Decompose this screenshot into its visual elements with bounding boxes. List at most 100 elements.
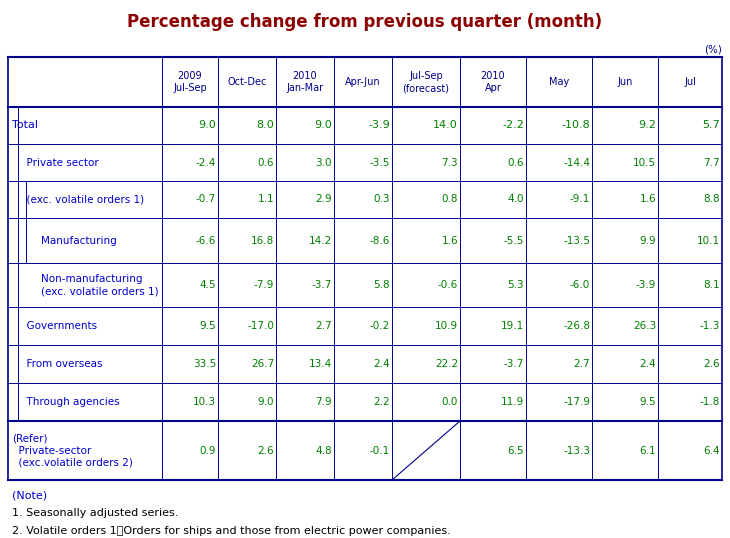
Text: Private sector: Private sector <box>20 158 99 167</box>
Text: -5.5: -5.5 <box>504 236 524 245</box>
Text: -2.2: -2.2 <box>502 121 524 131</box>
Text: Through agencies: Through agencies <box>20 397 120 407</box>
Text: 6.4: 6.4 <box>704 445 720 456</box>
Text: -0.1: -0.1 <box>370 445 390 456</box>
Text: 2.9: 2.9 <box>315 195 332 204</box>
Text: 8.0: 8.0 <box>256 121 274 131</box>
Text: 10.5: 10.5 <box>633 158 656 167</box>
Text: May: May <box>549 77 569 87</box>
Text: 33.5: 33.5 <box>193 359 216 369</box>
Text: 9.5: 9.5 <box>199 321 216 331</box>
Text: 26.7: 26.7 <box>250 359 274 369</box>
Text: -1.8: -1.8 <box>699 397 720 407</box>
Text: (exc. volatile orders 1): (exc. volatile orders 1) <box>20 195 144 204</box>
Text: 0.8: 0.8 <box>442 195 458 204</box>
Text: 7.3: 7.3 <box>442 158 458 167</box>
Text: 2.2: 2.2 <box>373 397 390 407</box>
Text: Jun: Jun <box>618 77 633 87</box>
Text: Non-manufacturing
    (exc. volatile orders 1): Non-manufacturing (exc. volatile orders … <box>28 274 158 296</box>
Text: 2.7: 2.7 <box>573 359 590 369</box>
Text: 5.8: 5.8 <box>373 280 390 290</box>
Text: From overseas: From overseas <box>20 359 102 369</box>
Text: 14.2: 14.2 <box>309 236 332 245</box>
Text: 0.9: 0.9 <box>199 445 216 456</box>
Text: (Note): (Note) <box>12 490 47 500</box>
Text: (%): (%) <box>704 45 722 55</box>
Text: 8.8: 8.8 <box>704 195 720 204</box>
Text: Manufacturing: Manufacturing <box>28 236 117 245</box>
Text: 9.0: 9.0 <box>258 397 274 407</box>
Text: 16.8: 16.8 <box>250 236 274 245</box>
Text: 9.0: 9.0 <box>199 121 216 131</box>
Text: -0.6: -0.6 <box>438 280 458 290</box>
Text: 1. Seasonally adjusted series.: 1. Seasonally adjusted series. <box>12 508 178 518</box>
Text: -6.6: -6.6 <box>196 236 216 245</box>
Text: -3.5: -3.5 <box>369 158 390 167</box>
Text: Jul-Sep
(forecast): Jul-Sep (forecast) <box>402 71 450 93</box>
Text: 7.9: 7.9 <box>315 397 332 407</box>
Text: 13.4: 13.4 <box>309 359 332 369</box>
Text: -17.0: -17.0 <box>247 321 274 331</box>
Text: 2.4: 2.4 <box>639 359 656 369</box>
Text: 2.7: 2.7 <box>315 321 332 331</box>
Text: 6.1: 6.1 <box>639 445 656 456</box>
Text: 5.7: 5.7 <box>702 121 720 131</box>
Text: 11.9: 11.9 <box>501 397 524 407</box>
Text: -13.5: -13.5 <box>563 236 590 245</box>
Text: -7.9: -7.9 <box>253 280 274 290</box>
Text: 1.6: 1.6 <box>639 195 656 204</box>
Text: -3.7: -3.7 <box>504 359 524 369</box>
Text: 9.2: 9.2 <box>638 121 656 131</box>
Text: 14.0: 14.0 <box>433 121 458 131</box>
Text: 9.9: 9.9 <box>639 236 656 245</box>
Text: -1.3: -1.3 <box>699 321 720 331</box>
Text: 0.6: 0.6 <box>507 158 524 167</box>
Text: 5.3: 5.3 <box>507 280 524 290</box>
Text: -10.8: -10.8 <box>561 121 590 131</box>
Text: 1.1: 1.1 <box>258 195 274 204</box>
Text: 2010
Jan-Mar: 2010 Jan-Mar <box>286 71 323 93</box>
Text: 9.0: 9.0 <box>314 121 332 131</box>
Text: 0.0: 0.0 <box>442 397 458 407</box>
Text: -14.4: -14.4 <box>563 158 590 167</box>
Text: Jul: Jul <box>684 77 696 87</box>
Text: 10.1: 10.1 <box>697 236 720 245</box>
Text: 10.9: 10.9 <box>435 321 458 331</box>
Text: -9.1: -9.1 <box>569 195 590 204</box>
Text: 4.8: 4.8 <box>315 445 332 456</box>
Text: 1.6: 1.6 <box>442 236 458 245</box>
Text: 22.2: 22.2 <box>435 359 458 369</box>
Text: -0.7: -0.7 <box>196 195 216 204</box>
Text: 10.3: 10.3 <box>193 397 216 407</box>
Text: -8.6: -8.6 <box>369 236 390 245</box>
Text: -0.2: -0.2 <box>370 321 390 331</box>
Text: Apr-Jun: Apr-Jun <box>345 77 381 87</box>
Text: Percentage change from previous quarter (month): Percentage change from previous quarter … <box>128 13 602 31</box>
Text: 2.4: 2.4 <box>373 359 390 369</box>
Text: -3.7: -3.7 <box>312 280 332 290</box>
Text: 2.6: 2.6 <box>258 445 274 456</box>
Text: -6.0: -6.0 <box>569 280 590 290</box>
Text: 2009
Jul-Sep: 2009 Jul-Sep <box>173 71 207 93</box>
Text: -3.9: -3.9 <box>368 121 390 131</box>
Text: 4.0: 4.0 <box>507 195 524 204</box>
Text: -3.9: -3.9 <box>636 280 656 290</box>
Text: (Refer)
  Private-sector
  (exc.volatile orders 2): (Refer) Private-sector (exc.volatile ord… <box>12 434 133 468</box>
Text: 0.3: 0.3 <box>374 195 390 204</box>
Text: 4.5: 4.5 <box>199 280 216 290</box>
Text: 2010
Apr: 2010 Apr <box>480 71 505 93</box>
Text: 3.0: 3.0 <box>315 158 332 167</box>
Text: 7.7: 7.7 <box>704 158 720 167</box>
Text: 6.5: 6.5 <box>507 445 524 456</box>
Text: 26.3: 26.3 <box>633 321 656 331</box>
Text: 9.5: 9.5 <box>639 397 656 407</box>
Text: -13.3: -13.3 <box>563 445 590 456</box>
Text: 8.1: 8.1 <box>704 280 720 290</box>
Text: Governments: Governments <box>20 321 97 331</box>
Text: 0.6: 0.6 <box>258 158 274 167</box>
Text: -2.4: -2.4 <box>196 158 216 167</box>
Text: 2. Volatile orders 1：Orders for ships and those from electric power companies.: 2. Volatile orders 1：Orders for ships an… <box>12 526 450 536</box>
Text: -26.8: -26.8 <box>563 321 590 331</box>
Text: Total: Total <box>12 121 38 131</box>
Text: 2.6: 2.6 <box>704 359 720 369</box>
